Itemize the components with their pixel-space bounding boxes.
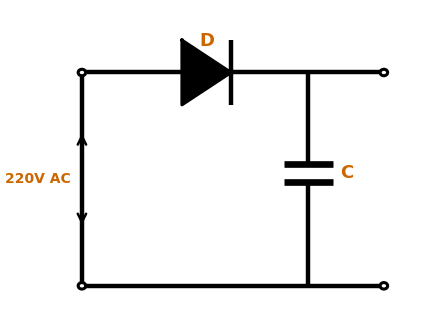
Circle shape bbox=[78, 69, 86, 76]
Text: 220V AC: 220V AC bbox=[5, 172, 71, 186]
Text: D: D bbox=[199, 32, 214, 50]
Circle shape bbox=[78, 283, 86, 289]
Text: C: C bbox=[341, 164, 354, 182]
Circle shape bbox=[380, 69, 387, 76]
Circle shape bbox=[380, 283, 387, 289]
Polygon shape bbox=[182, 40, 231, 105]
